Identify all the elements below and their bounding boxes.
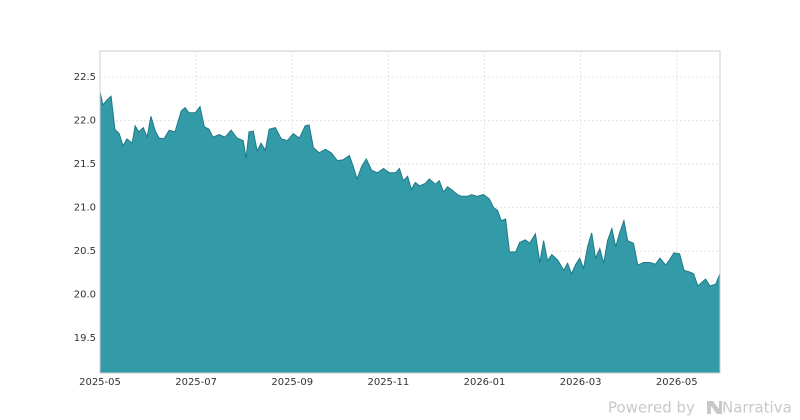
x-tick-label: 2025-11 xyxy=(367,377,409,388)
y-tick-label: 19.5 xyxy=(74,333,96,344)
x-tick-label: 2025-09 xyxy=(271,377,313,388)
y-tick-label: 21.0 xyxy=(74,203,96,214)
x-tick-label: 2025-07 xyxy=(175,377,217,388)
y-tick-label: 21.5 xyxy=(74,159,96,170)
y-tick-label: 22.5 xyxy=(74,72,96,83)
x-tick-label: 2026-05 xyxy=(656,377,698,388)
footer-powered: Powered by xyxy=(608,399,695,417)
y-tick-label: 20.5 xyxy=(74,246,96,257)
y-tick-label: 20.0 xyxy=(74,290,96,301)
x-tick-label: 2026-01 xyxy=(464,377,506,388)
area xyxy=(100,91,720,374)
x-tick-label: 2026-03 xyxy=(560,377,602,388)
y-tick-label: 22.0 xyxy=(74,116,96,127)
plot-frame xyxy=(99,50,721,374)
brand-logo xyxy=(707,401,722,414)
footer-brand: Narrativa xyxy=(722,399,792,417)
line xyxy=(99,91,721,287)
plot xyxy=(99,91,721,374)
x-tick-label: 2025-05 xyxy=(79,377,121,388)
